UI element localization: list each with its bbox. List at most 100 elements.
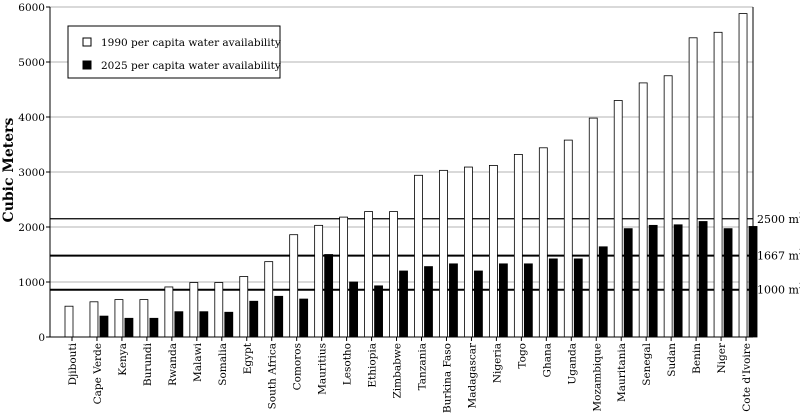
bar-2025 xyxy=(149,317,159,338)
bar-1990 xyxy=(713,31,723,338)
x-category-label: Somalia xyxy=(217,343,229,386)
bar-1990 xyxy=(464,166,473,338)
bar-2025 xyxy=(399,270,408,338)
bar-1990 xyxy=(738,13,748,338)
x-category-label: Senegal xyxy=(641,342,653,385)
bar-1990 xyxy=(339,216,349,338)
x-category-label: Mauritius xyxy=(317,343,329,395)
bar-1990 xyxy=(538,147,548,338)
x-category-label: Tanzania xyxy=(417,343,429,390)
legend-swatch-1990 xyxy=(82,37,92,47)
bar-2025 xyxy=(174,311,184,338)
x-category-label: Ethiopia xyxy=(367,343,379,388)
bar-2025 xyxy=(424,266,433,338)
bar-2025 xyxy=(99,315,109,338)
legend: 1990 per capita water availability 2025 … xyxy=(67,25,281,79)
reference-line-label: 2500 m3 xyxy=(757,211,800,226)
legend-box xyxy=(67,25,281,79)
y-tick-label: 3000 xyxy=(18,167,45,179)
bar-2025 xyxy=(723,228,733,338)
bar-1990 xyxy=(563,139,573,338)
bar-1990 xyxy=(688,37,698,338)
bar-2025 xyxy=(224,311,234,338)
x-category-label: Kenya xyxy=(117,343,129,376)
bar-2025 xyxy=(698,221,708,338)
y-tick-label: 1000 xyxy=(18,277,45,289)
bar-2025 xyxy=(124,317,134,338)
bar-1990 xyxy=(364,211,373,338)
x-category-label: Burundi xyxy=(142,342,154,386)
x-category-label: Egypt xyxy=(242,342,254,374)
bar-1990 xyxy=(314,224,324,338)
x-category-label: Djibouti xyxy=(67,342,79,385)
bar-1990 xyxy=(488,164,498,338)
y-tick-labels: 0 1000 2000 3000 4000 5000 6000 xyxy=(18,2,45,344)
bar-1990 xyxy=(114,299,124,338)
bar-1990 xyxy=(239,276,249,338)
bar-2025 xyxy=(274,295,284,338)
y-axis-label: Cubic Meters xyxy=(1,117,17,222)
bar-1990 xyxy=(89,301,99,338)
bar-2025 xyxy=(199,311,209,338)
y-tick-label: 2000 xyxy=(18,222,45,234)
x-category-label: Comoros xyxy=(292,343,304,390)
x-category-label: Mauritania xyxy=(616,343,628,402)
bar-2025 xyxy=(523,263,533,338)
reference-line-label: 1667 m3 xyxy=(757,248,800,263)
bar-1990 xyxy=(164,286,174,338)
x-category-label: Malawi xyxy=(192,342,204,382)
x-category-label: Ghana xyxy=(541,343,553,377)
y-tick-label: 0 xyxy=(38,332,45,344)
x-category-label: Niger xyxy=(716,342,728,373)
bar-2025 xyxy=(673,224,683,338)
bar-1990 xyxy=(638,82,648,338)
bar-2025 xyxy=(598,246,608,338)
x-category-label: Sudan xyxy=(666,343,678,377)
x-category-label: Lesotho xyxy=(342,343,354,385)
bar-1990 xyxy=(414,174,423,338)
reference-line-label-superscript: 3 xyxy=(799,248,800,257)
y-tick-label: 5000 xyxy=(18,57,45,69)
x-category-label: Cote d'Ivoire xyxy=(741,343,753,412)
y-tick-label: 6000 xyxy=(18,2,45,14)
x-category-label: Mozambique xyxy=(591,343,603,412)
legend-label-2025: 2025 per capita water availability xyxy=(101,60,281,72)
bar-1990 xyxy=(189,282,199,338)
bar-2025 xyxy=(449,263,458,338)
bar-1990 xyxy=(214,282,224,338)
bar-1990 xyxy=(139,299,149,338)
bar-2025 xyxy=(349,281,359,338)
y-tick-label: 4000 xyxy=(18,112,45,124)
bar-2025 xyxy=(498,263,508,338)
bars xyxy=(64,13,758,338)
bar-2025 xyxy=(573,258,583,338)
x-category-label: Rwanda xyxy=(167,343,179,386)
bar-1990 xyxy=(513,153,523,338)
bar-2025 xyxy=(548,258,558,338)
x-category-label: South Africa xyxy=(267,343,279,409)
bar-1990 xyxy=(264,261,274,338)
x-category-label: Benin xyxy=(691,343,703,374)
reference-line-label-superscript: 3 xyxy=(799,282,800,291)
bar-1990 xyxy=(64,305,74,338)
x-category-labels: Djibouti Cape Verde Kenya Burundi Rwanda Mala… xyxy=(67,342,753,413)
x-category-label: Uganda xyxy=(566,343,578,385)
bar-1990 xyxy=(613,100,623,338)
x-category-label: Togo xyxy=(516,343,528,369)
legend-label-1990: 1990 per capita water availability xyxy=(101,37,281,49)
bar-2025 xyxy=(623,228,633,338)
legend-swatch-2025 xyxy=(82,60,92,70)
bar-1990 xyxy=(588,117,598,338)
bar-1990 xyxy=(663,75,673,338)
bar-1990 xyxy=(289,234,299,338)
x-category-label: Madagascar xyxy=(466,342,478,409)
bar-2025 xyxy=(324,254,334,338)
reference-line-label: 1000 m3 xyxy=(757,282,800,297)
bar-2025 xyxy=(374,285,383,338)
x-category-label: Burkina Faso xyxy=(441,343,453,413)
x-category-label: Zimbabwe xyxy=(392,343,404,399)
bar-1990 xyxy=(389,211,398,338)
reference-line-label-superscript: 3 xyxy=(799,211,800,220)
x-category-label: Nigeria xyxy=(491,343,503,383)
bar-1990 xyxy=(439,169,448,338)
